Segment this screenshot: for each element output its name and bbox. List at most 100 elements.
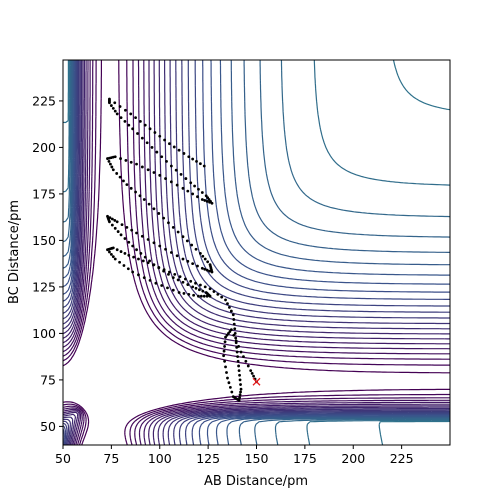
trajectory-point xyxy=(140,165,144,169)
trajectory-point xyxy=(167,221,170,225)
trajectory-point xyxy=(166,286,169,290)
trajectory-point xyxy=(182,292,186,295)
y-tick-label: 75 xyxy=(40,372,56,387)
trajectory-point xyxy=(163,138,166,142)
trajectory-point xyxy=(208,269,211,273)
trajectory-point xyxy=(108,250,111,254)
trajectory-point xyxy=(203,257,207,261)
trajectory-point xyxy=(142,198,146,201)
x-tick-label: 75 xyxy=(103,451,119,466)
contour-level xyxy=(63,60,450,445)
contour-level xyxy=(63,60,450,445)
contour-level xyxy=(63,60,450,445)
trajectory-point xyxy=(167,272,170,276)
trajectory-point xyxy=(210,201,214,205)
trajectory-point xyxy=(231,395,235,399)
trajectory-point xyxy=(123,237,127,240)
trajectory-point xyxy=(237,369,241,373)
trajectory-point xyxy=(140,136,144,140)
trajectory-point xyxy=(194,286,198,290)
trajectory-point xyxy=(135,248,138,252)
trajectory-point xyxy=(158,173,162,177)
trajectory-point xyxy=(176,230,180,234)
trajectory-point xyxy=(131,244,135,248)
trajectory-point xyxy=(249,369,253,373)
trajectory-point xyxy=(206,260,210,264)
y-tick-label: 175 xyxy=(32,186,56,201)
trajectory-point xyxy=(168,142,171,146)
trajectory-point xyxy=(192,293,196,297)
trajectory-point xyxy=(131,127,135,131)
contour-level xyxy=(63,60,450,445)
trajectory-point xyxy=(191,262,195,266)
trajectory-point xyxy=(150,146,154,149)
trajectory-point xyxy=(177,148,181,152)
trajectory-point xyxy=(238,393,242,397)
trajectory-point xyxy=(127,253,131,257)
contour-level xyxy=(63,60,450,445)
trajectory-point xyxy=(134,190,137,194)
trajectory-point xyxy=(181,257,185,261)
trajectory-point xyxy=(208,294,212,298)
y-axis-label: BC Distance/pm xyxy=(7,200,22,304)
end-marker-stroke xyxy=(252,377,261,386)
trajectory-point xyxy=(111,255,115,259)
trajectory-point xyxy=(157,212,161,215)
y-tick-label: 50 xyxy=(40,419,56,434)
contour-level xyxy=(63,60,450,445)
trajectory-point xyxy=(119,233,123,237)
trajectory-point xyxy=(119,116,123,120)
trajectory-point xyxy=(145,141,149,145)
trajectory-point xyxy=(118,260,121,264)
trajectory-point xyxy=(122,264,126,267)
trajectory-point xyxy=(137,257,140,261)
trajectory-point xyxy=(239,390,242,394)
trajectory-point xyxy=(123,119,127,123)
x-tick-label: 200 xyxy=(341,451,365,466)
trajectory-point xyxy=(154,281,158,285)
trajectory-point xyxy=(229,328,233,332)
x-axis-label: AB Distance/pm xyxy=(204,474,308,489)
trajectory-point xyxy=(153,131,157,134)
trajectory-point xyxy=(115,248,119,252)
y-tick-label: 200 xyxy=(32,140,56,155)
x-axis: 50 75 100 125 150 175 200 225 xyxy=(55,445,414,466)
trajectory-point xyxy=(108,101,111,105)
trajectory-point xyxy=(169,251,173,254)
trajectory-point xyxy=(174,168,178,172)
trajectory-point xyxy=(152,207,156,211)
trajectory-point xyxy=(109,104,113,107)
trajectory-point xyxy=(113,257,117,261)
trajectory-point xyxy=(239,387,243,391)
trajectory-point xyxy=(201,254,205,258)
trajectory-point xyxy=(157,265,161,269)
trajectory-point xyxy=(148,278,152,282)
trajectory-point xyxy=(191,157,195,161)
trajectory-point xyxy=(109,252,113,256)
trajectory-point xyxy=(224,298,227,302)
trajectory-point xyxy=(210,270,214,274)
trajectory-point xyxy=(168,270,171,274)
trajectory-point xyxy=(203,199,207,202)
trajectory-point xyxy=(139,119,142,123)
trajectory-point xyxy=(238,396,241,399)
trajectory-point xyxy=(113,226,117,230)
trajectory-point xyxy=(160,284,164,287)
trajectory-point xyxy=(184,177,188,180)
trajectory-point xyxy=(115,220,119,224)
trajectory-point xyxy=(160,155,164,159)
y-tick-label: 100 xyxy=(32,326,56,341)
trajectory-point xyxy=(198,283,202,287)
trajectory-point xyxy=(152,263,155,267)
trajectory-point xyxy=(162,268,166,272)
trajectory-point xyxy=(212,290,216,293)
trajectory-point xyxy=(250,371,254,375)
trajectory-point xyxy=(225,371,228,374)
trajectory-point xyxy=(134,116,137,120)
trajectory-point xyxy=(236,355,240,359)
trajectory-point xyxy=(172,145,176,149)
contour-level xyxy=(63,60,450,445)
trajectory-point xyxy=(186,283,190,286)
trajectory-point xyxy=(232,333,236,337)
contour-level xyxy=(63,60,450,445)
